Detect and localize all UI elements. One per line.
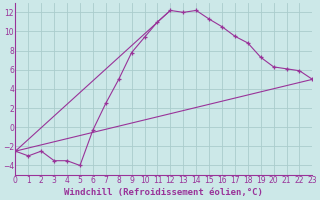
X-axis label: Windchill (Refroidissement éolien,°C): Windchill (Refroidissement éolien,°C) (64, 188, 263, 197)
